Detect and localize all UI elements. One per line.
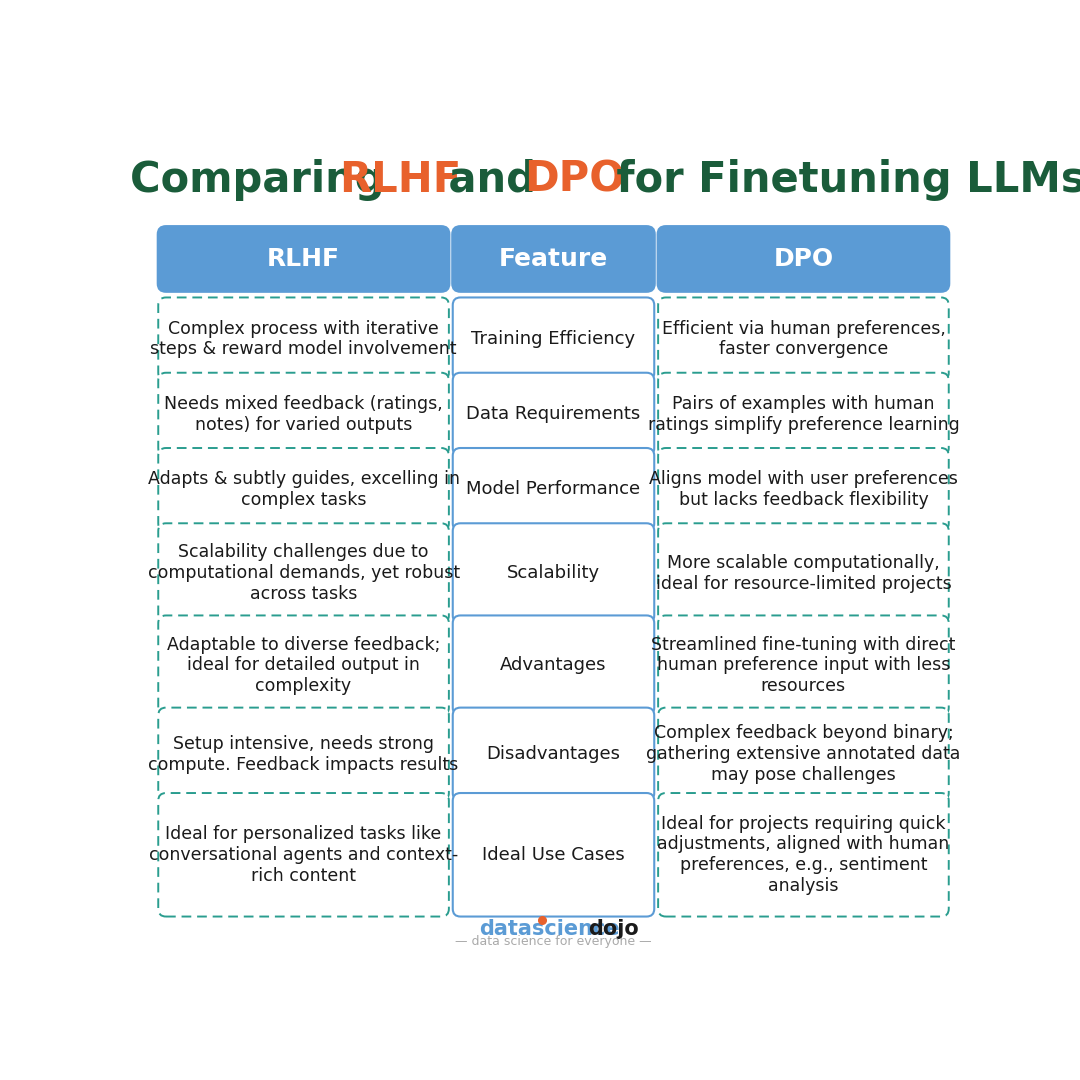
Text: Streamlined fine-tuning with direct
human preference input with less
resources: Streamlined fine-tuning with direct huma… [651, 635, 956, 696]
Text: Complex process with iterative
steps & reward model involvement: Complex process with iterative steps & r… [150, 320, 457, 359]
Text: Scalability: Scalability [507, 564, 600, 582]
Text: Feature: Feature [499, 247, 608, 271]
FancyBboxPatch shape [453, 707, 654, 800]
Text: Model Performance: Model Performance [467, 481, 640, 499]
Text: Scalability challenges due to
computational demands, yet robust
across tasks: Scalability challenges due to computatio… [148, 543, 460, 603]
Text: Adaptable to diverse feedback;
ideal for detailed output in
complexity: Adaptable to diverse feedback; ideal for… [167, 635, 441, 696]
Text: Adapts & subtly guides, excelling in
complex tasks: Adapts & subtly guides, excelling in com… [148, 470, 460, 509]
FancyBboxPatch shape [159, 373, 449, 456]
Text: DPO: DPO [773, 247, 834, 271]
Text: Complex feedback beyond binary;
gathering extensive annotated data
may pose chal: Complex feedback beyond binary; gatherin… [646, 725, 960, 784]
Text: Setup intensive, needs strong
compute. Feedback impacts results: Setup intensive, needs strong compute. F… [148, 734, 459, 773]
FancyBboxPatch shape [159, 524, 449, 623]
FancyBboxPatch shape [159, 793, 449, 917]
FancyBboxPatch shape [658, 616, 948, 715]
Text: RLHF: RLHF [339, 159, 461, 201]
Text: More scalable computationally,
ideal for resource-limited projects: More scalable computationally, ideal for… [656, 554, 951, 593]
Text: Training Efficiency: Training Efficiency [472, 330, 635, 348]
Text: Aligns model with user preferences
but lacks feedback flexibility: Aligns model with user preferences but l… [649, 470, 958, 509]
FancyBboxPatch shape [453, 448, 654, 531]
FancyBboxPatch shape [159, 616, 449, 715]
FancyBboxPatch shape [453, 616, 654, 715]
Text: Comparing: Comparing [131, 159, 400, 201]
Text: Disadvantages: Disadvantages [486, 745, 621, 764]
Text: — data science for everyone —: — data science for everyone — [455, 934, 652, 947]
FancyBboxPatch shape [658, 707, 948, 800]
Text: Pairs of examples with human
ratings simplify preference learning: Pairs of examples with human ratings sim… [648, 395, 959, 433]
FancyBboxPatch shape [658, 793, 948, 917]
Text: DPO: DPO [524, 159, 624, 201]
FancyBboxPatch shape [453, 793, 654, 917]
FancyBboxPatch shape [159, 707, 449, 800]
FancyBboxPatch shape [451, 225, 656, 293]
Text: datascience: datascience [480, 919, 620, 939]
Text: for Finetuning LLMs: for Finetuning LLMs [602, 159, 1080, 201]
FancyBboxPatch shape [658, 373, 948, 456]
Text: RLHF: RLHF [267, 247, 340, 271]
FancyBboxPatch shape [658, 448, 948, 531]
Text: Data Requirements: Data Requirements [467, 405, 640, 423]
Text: Ideal for personalized tasks like
conversational agents and context-
rich conten: Ideal for personalized tasks like conver… [149, 825, 458, 885]
Text: dojo: dojo [589, 919, 639, 939]
Text: and: and [433, 159, 550, 201]
Text: Efficient via human preferences,
faster convergence: Efficient via human preferences, faster … [661, 320, 945, 359]
Text: Advantages: Advantages [500, 657, 607, 674]
FancyBboxPatch shape [453, 373, 654, 456]
Text: Ideal for projects requiring quick
adjustments, aligned with human
preferences, : Ideal for projects requiring quick adjus… [658, 814, 949, 895]
FancyBboxPatch shape [657, 225, 950, 293]
Text: Needs mixed feedback (ratings,
notes) for varied outputs: Needs mixed feedback (ratings, notes) fo… [164, 395, 443, 433]
Text: Ideal Use Cases: Ideal Use Cases [482, 846, 625, 864]
FancyBboxPatch shape [453, 297, 654, 380]
FancyBboxPatch shape [159, 448, 449, 531]
FancyBboxPatch shape [157, 225, 450, 293]
FancyBboxPatch shape [453, 524, 654, 623]
FancyBboxPatch shape [159, 297, 449, 380]
FancyBboxPatch shape [658, 297, 948, 380]
FancyBboxPatch shape [658, 524, 948, 623]
